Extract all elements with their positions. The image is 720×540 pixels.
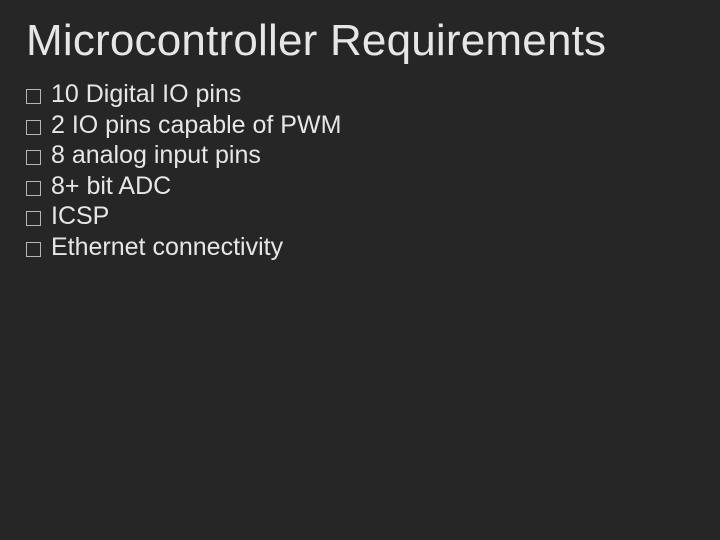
- square-bullet-icon: [26, 120, 41, 135]
- square-bullet-icon: [26, 89, 41, 104]
- square-bullet-icon: [26, 211, 41, 226]
- bullet-text: Ethernet connectivity: [51, 232, 283, 263]
- bullet-text: 2 IO pins capable of PWM: [51, 110, 341, 141]
- bullet-text: ICSP: [51, 201, 109, 232]
- list-item: 8+ bit ADC: [26, 171, 694, 202]
- slide: Microcontroller Requirements 10 Digital …: [0, 0, 720, 540]
- list-item: Ethernet connectivity: [26, 232, 694, 263]
- square-bullet-icon: [26, 150, 41, 165]
- list-item: 8 analog input pins: [26, 140, 694, 171]
- square-bullet-icon: [26, 242, 41, 257]
- slide-title: Microcontroller Requirements: [26, 16, 694, 65]
- bullet-text: 8+ bit ADC: [51, 171, 171, 202]
- bullet-list: 10 Digital IO pins 2 IO pins capable of …: [26, 79, 694, 262]
- square-bullet-icon: [26, 181, 41, 196]
- list-item: 2 IO pins capable of PWM: [26, 110, 694, 141]
- bullet-text: 10 Digital IO pins: [51, 79, 241, 110]
- list-item: 10 Digital IO pins: [26, 79, 694, 110]
- list-item: ICSP: [26, 201, 694, 232]
- bullet-text: 8 analog input pins: [51, 140, 261, 171]
